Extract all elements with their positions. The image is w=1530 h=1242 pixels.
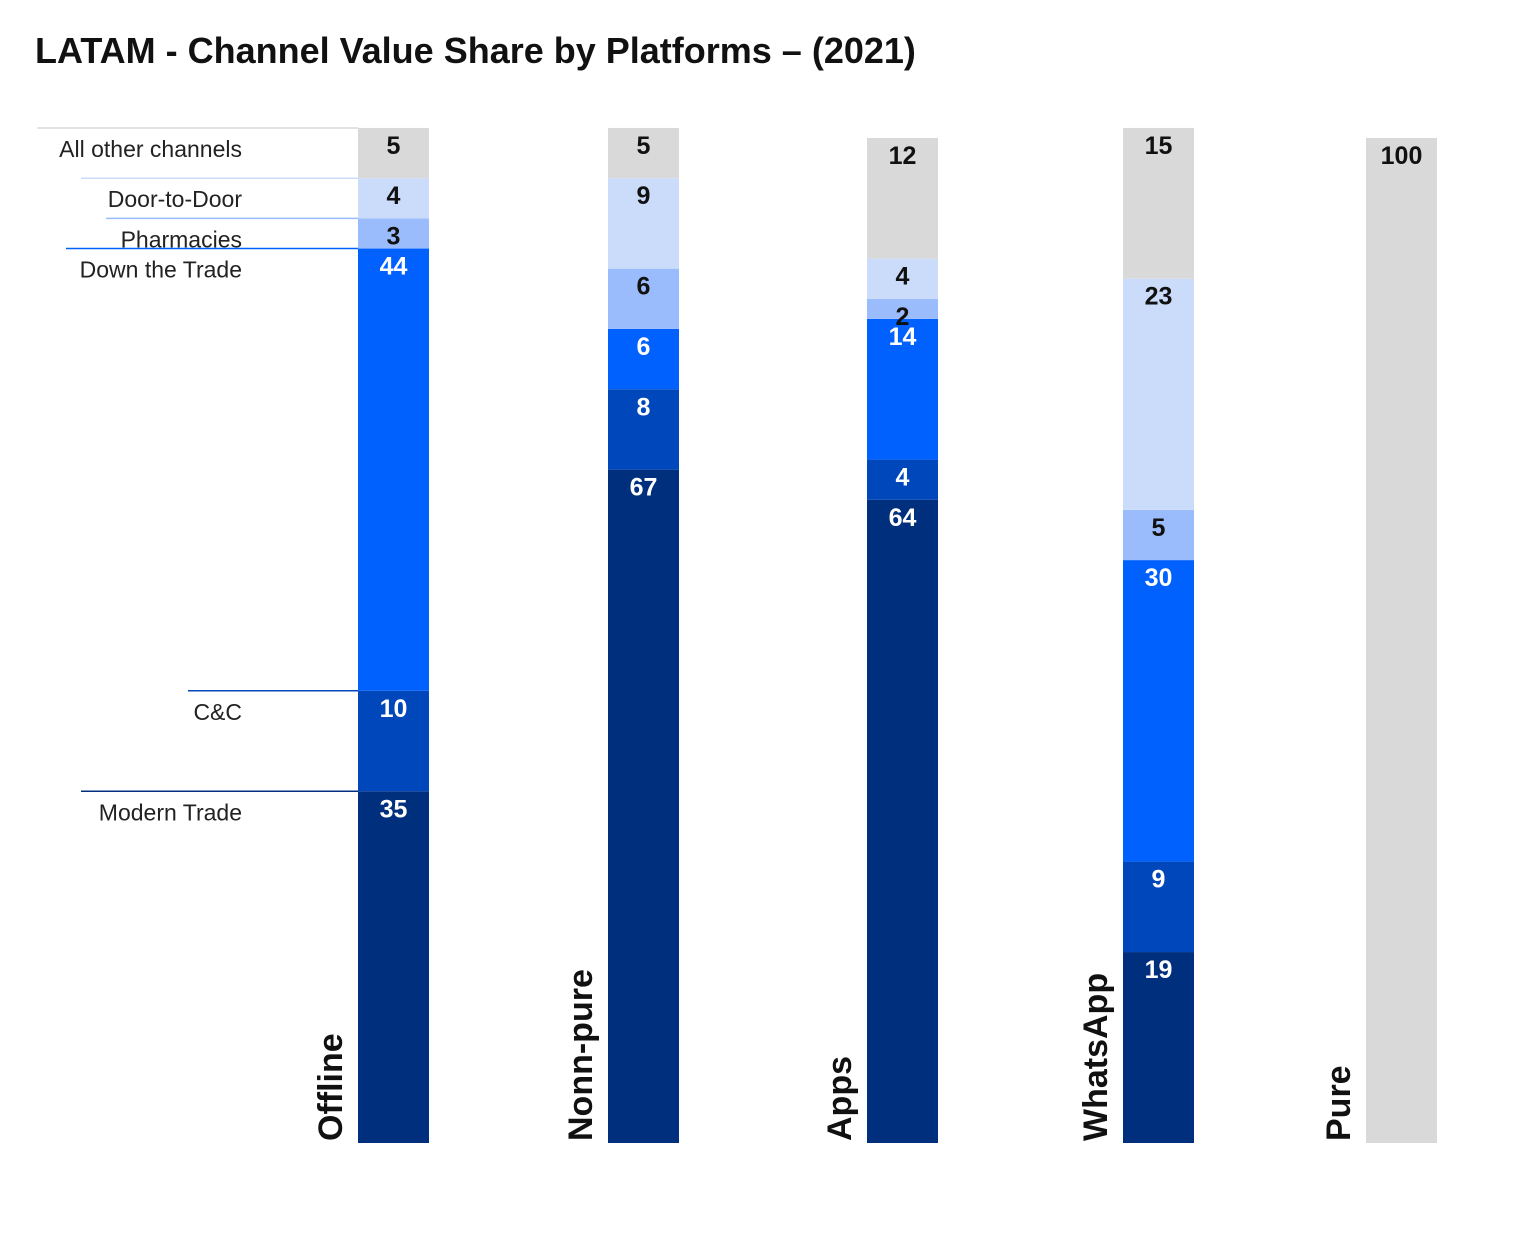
bar-segment (867, 298, 938, 319)
data-label: 15 (1145, 132, 1173, 160)
bar-segment (1366, 138, 1437, 1143)
data-label: 6 (637, 333, 651, 361)
category-label: Pure (1320, 1065, 1358, 1141)
legend-label: Down the Trade (80, 257, 242, 283)
legend-label: Pharmacies (121, 226, 242, 252)
data-label: 8 (637, 393, 651, 421)
bar-segment (358, 248, 429, 691)
bar-segment (1123, 127, 1194, 279)
data-label: 6 (637, 273, 651, 301)
data-label: 12 (889, 142, 917, 170)
bar-segment (1123, 560, 1194, 862)
bar-segment (867, 499, 938, 1143)
legend-label: C&C (193, 699, 242, 725)
data-label: 64 (889, 504, 917, 532)
data-label: 3 (387, 222, 401, 250)
bar-segment (358, 690, 429, 792)
bar-segment (608, 469, 679, 1143)
data-label: 5 (1152, 514, 1166, 542)
bar-segment (358, 127, 429, 179)
bar-segment (608, 127, 679, 179)
category-label: WhatsApp (1077, 973, 1115, 1141)
bar-segment (1123, 861, 1194, 953)
data-label: 19 (1145, 956, 1173, 984)
bar-segment (358, 218, 429, 249)
bar-segment (358, 791, 429, 1143)
category-label: Apps (821, 1056, 859, 1141)
bar-segment (867, 318, 938, 460)
chart-title: LATAM - Channel Value Share by Platforms… (35, 30, 916, 71)
legend-label: Modern Trade (99, 799, 242, 825)
data-label: 67 (630, 474, 658, 502)
data-label: 9 (1152, 866, 1166, 894)
bar-segment (867, 459, 938, 500)
data-label: 2 (896, 303, 910, 331)
bar-segment (1123, 509, 1194, 561)
bar-segment (1123, 952, 1194, 1143)
data-label: 44 (380, 253, 408, 281)
bar-segment (1123, 278, 1194, 510)
category-label: Offline (312, 1033, 350, 1141)
bar-segment (867, 258, 938, 299)
category-label: Nonn-pure (562, 969, 600, 1141)
data-label: 5 (387, 132, 401, 160)
bar-segment (867, 138, 938, 259)
bar-segment (608, 178, 679, 269)
legend-label: Door-to-Door (108, 186, 243, 212)
data-label: 30 (1145, 564, 1173, 592)
data-label: 5 (637, 132, 651, 160)
data-label: 9 (637, 182, 651, 210)
bar-segment (358, 178, 429, 219)
bar-segment (608, 328, 679, 390)
bar-segment (608, 389, 679, 470)
data-label: 4 (896, 464, 910, 492)
legend-label: All other channels (59, 136, 242, 162)
data-label: 4 (387, 182, 401, 210)
data-label: 35 (380, 795, 408, 823)
bar-segment (608, 268, 679, 329)
data-label: 4 (896, 263, 910, 291)
data-label: 23 (1145, 283, 1173, 311)
data-label: 14 (889, 323, 917, 351)
data-label: 10 (380, 695, 408, 723)
data-label: 100 (1381, 142, 1423, 170)
